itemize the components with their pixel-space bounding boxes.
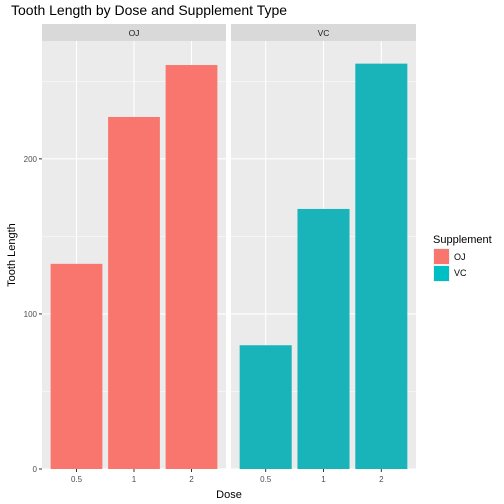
bars-vc — [239, 63, 408, 470]
legend-label-vc: VC — [454, 268, 467, 278]
x-axis-title: Dose — [216, 489, 242, 501]
bar-oj-0.5 — [50, 263, 103, 469]
x-tick-label: 0.5 — [260, 475, 272, 484]
x-axis: 0.5 1 2 0.5 1 2 — [71, 469, 384, 484]
x-tick-label: 1 — [132, 475, 137, 484]
facet-label-oj: OJ — [129, 28, 140, 38]
bar-vc-2 — [355, 63, 408, 470]
facet-label-vc: VC — [318, 28, 330, 38]
legend-swatch-vc — [434, 266, 449, 281]
x-tick-label: 2 — [189, 475, 194, 484]
chart-title: Tooth Length by Dose and Supplement Type — [11, 2, 287, 18]
facet-strip-vc: VC — [231, 24, 416, 41]
legend-label-oj: OJ — [454, 252, 466, 262]
y-axis: 0 100 200 — [24, 155, 42, 474]
bar-vc-1 — [297, 208, 350, 469]
x-tick-label: 2 — [379, 475, 384, 484]
bar-oj-1 — [108, 116, 160, 469]
bars-oj — [50, 65, 218, 470]
x-tick-label: 1 — [321, 475, 326, 484]
y-tick-label: 200 — [24, 155, 38, 164]
legend-title: Supplement — [433, 234, 492, 246]
y-tick-label: 0 — [33, 465, 38, 474]
facet-panel-oj — [42, 41, 226, 470]
legend: Supplement OJ VC — [433, 234, 492, 282]
facet-strip-oj: OJ — [42, 24, 226, 41]
facet-panel-vc — [231, 41, 416, 470]
bar-oj-2 — [165, 65, 218, 470]
y-axis-title: Tooth Length — [6, 223, 18, 287]
legend-swatch-oj — [434, 249, 449, 264]
x-tick-label: 0.5 — [71, 475, 83, 484]
y-tick-label: 100 — [24, 310, 38, 319]
bar-vc-0.5 — [239, 345, 292, 469]
